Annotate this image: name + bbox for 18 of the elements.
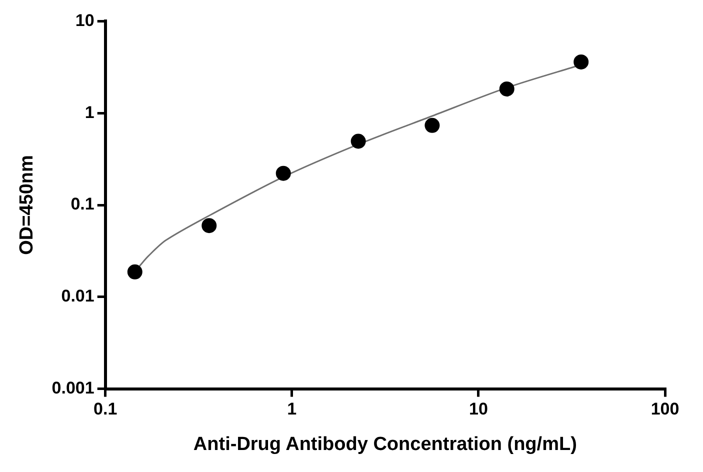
x-tick-label: 10: [468, 400, 488, 419]
x-axis-title: Anti-Drug Antibody Concentration (ng/mL): [193, 434, 577, 455]
y-tick-label: 0.001: [52, 378, 94, 398]
y-tick-label: 1: [84, 102, 94, 122]
x-tick-label: 1: [287, 400, 297, 419]
point: [574, 54, 589, 70]
point: [424, 118, 440, 133]
y-tick-label: 0.01: [61, 286, 94, 306]
x-tick-label: 100: [650, 400, 680, 419]
y-tick-label: 0.1: [70, 194, 94, 214]
y-axis-title: OD=450nm: [16, 155, 38, 255]
point: [499, 81, 514, 96]
point: [276, 166, 291, 181]
point: [350, 134, 366, 149]
point: [202, 218, 217, 234]
y-tick-label: 10: [75, 10, 94, 30]
point: [127, 264, 142, 280]
x-tick-label: 0.1: [94, 400, 118, 419]
